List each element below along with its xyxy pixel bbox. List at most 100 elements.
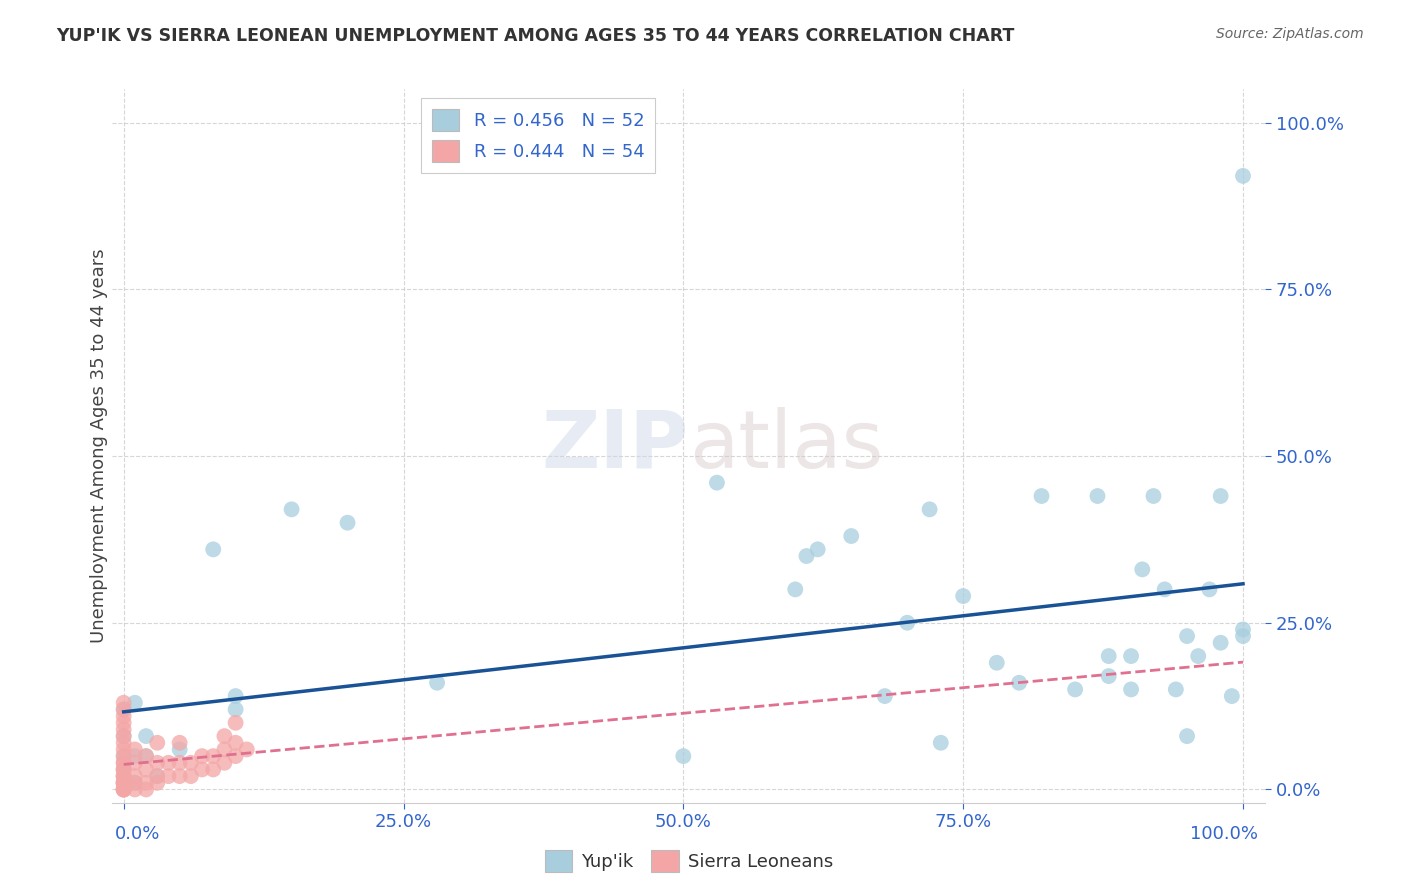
Point [112, 696, 135, 710]
Point [135, 763, 157, 777]
Point [1130, 562, 1153, 576]
Point [169, 756, 191, 770]
Text: Source: ZipAtlas.com: Source: ZipAtlas.com [1216, 27, 1364, 41]
Point [1031, 489, 1053, 503]
Point [1098, 649, 1121, 664]
Point [112, 776, 135, 790]
Point [124, 749, 146, 764]
Point [112, 763, 135, 777]
Point [225, 736, 247, 750]
Point [1008, 675, 1031, 690]
Point [112, 776, 135, 790]
Point [157, 769, 180, 783]
Text: 100.0%: 100.0% [1191, 825, 1258, 843]
Point [202, 749, 225, 764]
Point [135, 776, 157, 790]
Point [112, 723, 135, 737]
Point [157, 756, 180, 770]
Point [1064, 682, 1087, 697]
Point [112, 749, 135, 764]
Point [169, 742, 191, 756]
Point [124, 742, 146, 756]
Point [146, 769, 169, 783]
Point [236, 742, 259, 756]
Point [191, 763, 214, 777]
Point [135, 729, 157, 743]
Point [1142, 489, 1164, 503]
Point [706, 475, 728, 490]
Point [135, 782, 157, 797]
Point [1175, 629, 1198, 643]
Point [1220, 689, 1243, 703]
Point [336, 516, 359, 530]
Point [112, 702, 135, 716]
Point [1119, 682, 1142, 697]
Point [896, 615, 918, 630]
Point [796, 549, 818, 563]
Point [112, 756, 135, 770]
Point [1198, 582, 1220, 597]
Point [672, 749, 695, 764]
Point [214, 756, 236, 770]
Point [785, 582, 807, 597]
Point [1098, 669, 1121, 683]
Legend: Yup'ik, Sierra Leoneans: Yup'ik, Sierra Leoneans [538, 843, 839, 880]
Point [1232, 169, 1254, 183]
Point [1087, 489, 1109, 503]
Point [124, 756, 146, 770]
Point [112, 749, 135, 764]
Point [169, 736, 191, 750]
Point [112, 769, 135, 783]
Text: atlas: atlas [689, 407, 883, 485]
Point [112, 776, 135, 790]
Point [202, 542, 225, 557]
Point [1232, 629, 1254, 643]
Point [1187, 649, 1209, 664]
Point [807, 542, 830, 557]
Point [426, 675, 449, 690]
Point [952, 589, 974, 603]
Point [135, 749, 157, 764]
Point [918, 502, 941, 516]
Point [112, 709, 135, 723]
Point [1232, 623, 1254, 637]
Point [112, 769, 135, 783]
Y-axis label: Unemployment Among Ages 35 to 44 years: Unemployment Among Ages 35 to 44 years [90, 249, 108, 643]
Point [1209, 489, 1232, 503]
Point [986, 656, 1008, 670]
Text: ZIP: ZIP [541, 407, 689, 485]
Point [146, 736, 169, 750]
Text: YUP'IK VS SIERRA LEONEAN UNEMPLOYMENT AMONG AGES 35 TO 44 YEARS CORRELATION CHAR: YUP'IK VS SIERRA LEONEAN UNEMPLOYMENT AM… [56, 27, 1015, 45]
Point [225, 702, 247, 716]
Point [112, 756, 135, 770]
Point [124, 769, 146, 783]
Point [1175, 729, 1198, 743]
Point [225, 689, 247, 703]
Point [1209, 636, 1232, 650]
Point [112, 729, 135, 743]
Point [169, 769, 191, 783]
Point [112, 715, 135, 730]
Point [112, 729, 135, 743]
Point [1164, 682, 1187, 697]
Point [112, 769, 135, 783]
Point [225, 749, 247, 764]
Point [124, 782, 146, 797]
Point [873, 689, 896, 703]
Point [1119, 649, 1142, 664]
Point [214, 742, 236, 756]
Point [112, 702, 135, 716]
Point [112, 763, 135, 777]
Point [112, 782, 135, 797]
Point [929, 736, 952, 750]
Point [214, 729, 236, 743]
Point [124, 776, 146, 790]
Point [112, 742, 135, 756]
Point [112, 736, 135, 750]
Point [124, 776, 146, 790]
Point [180, 769, 202, 783]
Point [112, 782, 135, 797]
Text: 0.0%: 0.0% [115, 825, 160, 843]
Point [191, 749, 214, 764]
Point [112, 776, 135, 790]
